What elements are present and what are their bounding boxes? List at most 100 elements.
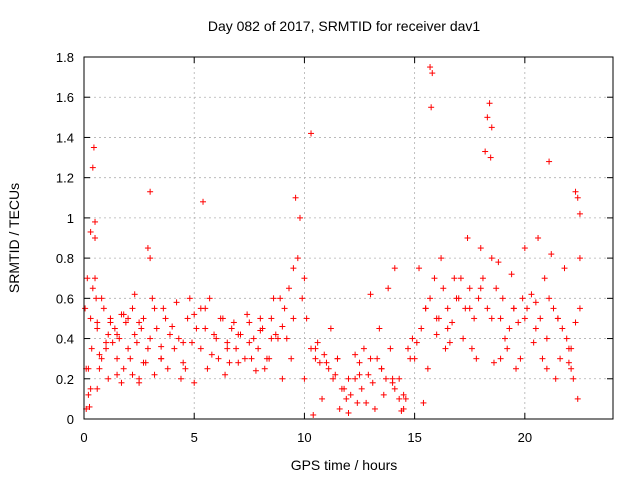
data-point [347,391,354,398]
data-point [508,271,515,278]
data-point [341,385,348,392]
data-point [85,391,92,398]
data-point [420,399,427,406]
data-point [424,365,431,372]
data-point [576,305,583,312]
data-point [354,399,361,406]
data-point [105,331,112,338]
data-point [482,148,489,155]
data-point [446,339,453,346]
data-point [180,339,187,346]
data-point [109,339,116,346]
data-point [433,315,440,322]
data-point [114,355,121,362]
data-point [111,325,118,332]
data-point [343,395,350,402]
data-point [471,315,478,322]
data-point [92,275,99,282]
data-point [449,319,456,326]
data-point [114,331,121,338]
data-point [515,319,522,326]
data-point [105,375,112,382]
data-point [468,345,475,352]
data-point [519,295,526,302]
data-point [103,345,110,352]
data-point [270,295,277,302]
data-point [488,315,495,322]
data-point [122,319,129,326]
data-point [206,295,213,302]
data-point [422,305,429,312]
data-point [528,291,535,298]
data-point [193,325,200,332]
data-point [89,285,96,292]
data-point [197,305,204,312]
data-point [464,235,471,241]
y-tick-label: 1.2 [56,171,74,186]
x-tick-label: 0 [80,430,87,445]
data-point [369,379,376,386]
data-point [413,339,420,346]
data-point [427,64,434,71]
data-point [171,345,178,352]
data-point [365,371,372,378]
data-point [215,355,222,362]
data-point [133,339,140,346]
data-point [360,345,367,352]
data-point [277,295,284,302]
data-point [572,188,579,195]
data-point [100,305,107,312]
data-point [116,335,123,342]
data-point [563,335,570,342]
data-point [396,395,403,402]
data-point [546,158,553,165]
data-point [490,359,497,366]
data-point [484,114,491,121]
data-point [297,214,304,221]
data-point [87,228,94,235]
data-point [149,295,156,302]
data-point [182,365,189,372]
data-point [524,305,531,312]
data-point [88,345,95,352]
y-tick-label: 0.2 [56,372,74,387]
data-point [501,335,508,342]
data-point [177,375,184,382]
data-point [506,325,513,332]
data-point [252,367,259,374]
data-point [387,345,394,352]
data-point [546,295,553,302]
data-point [504,345,511,352]
data-point [400,391,407,398]
data-point [92,235,99,241]
data-point [180,359,187,366]
data-point [82,305,89,312]
data-point [175,335,182,342]
data-point [371,405,378,412]
data-point [493,285,500,292]
data-point [144,245,151,252]
data-point [147,335,154,342]
data-point [85,365,92,372]
data-point [319,395,326,402]
data-point [166,331,173,338]
data-point [138,325,145,332]
data-point [151,305,158,312]
data-point [517,355,524,362]
data-point [222,371,229,378]
data-point [570,375,577,382]
data-point [431,275,438,282]
data-point [433,331,440,338]
data-point [385,285,392,292]
y-tick-label: 0.8 [56,251,74,266]
data-point [131,291,138,298]
data-point [89,164,96,171]
data-point [530,339,537,346]
data-point [224,339,231,346]
data-point [488,255,495,262]
data-point [125,315,132,322]
data-point [314,339,321,346]
data-point [257,315,264,322]
data-point [283,335,290,342]
